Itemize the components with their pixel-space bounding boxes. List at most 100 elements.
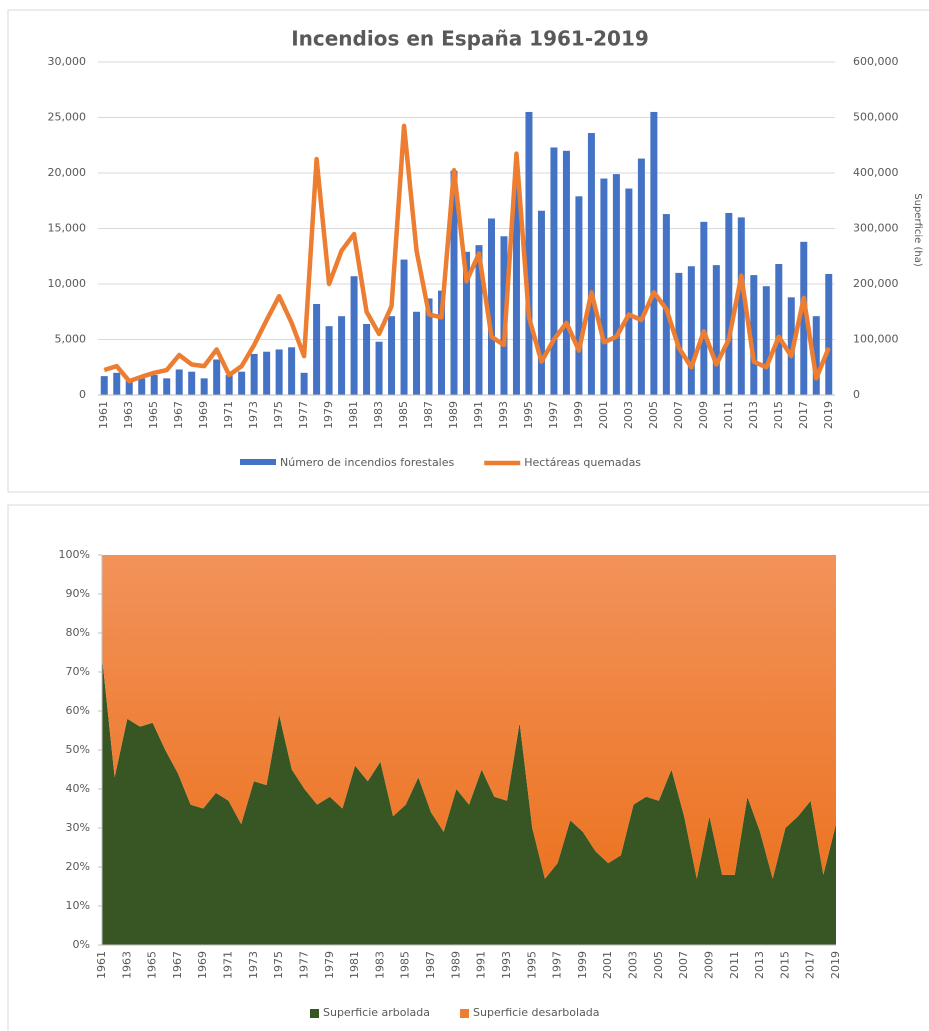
x-tick-label: 1973	[247, 951, 260, 979]
y2-tick-label: 200,000	[853, 277, 899, 290]
y-tick-label: 70%	[66, 665, 90, 678]
x-tick-label: 1999	[576, 951, 589, 979]
y-tick-label: 25,000	[48, 111, 87, 124]
x-tick-label: 2013	[747, 401, 760, 429]
bar	[650, 111, 658, 395]
x-tick-label: 1989	[449, 951, 462, 979]
bar	[425, 298, 433, 395]
legend-swatch	[240, 459, 276, 465]
bar	[238, 371, 246, 395]
x-tick-label: 2007	[677, 951, 690, 979]
legend-swatch	[460, 1009, 470, 1018]
bar	[363, 323, 371, 395]
x-tick-label: 2007	[672, 401, 685, 429]
x-tick-label: 2011	[722, 401, 735, 429]
legend-label: Hectáreas quemadas	[524, 456, 641, 469]
y-tick-label: 40%	[66, 782, 90, 795]
x-tick-label: 1983	[373, 951, 386, 979]
bar	[750, 275, 758, 395]
bar	[300, 372, 308, 395]
x-tick-label: 1961	[97, 401, 110, 429]
bar	[413, 311, 421, 395]
y-tick-label: 50%	[66, 743, 90, 756]
bar	[163, 378, 171, 395]
bar	[138, 378, 146, 395]
x-tick-label: 2013	[753, 951, 766, 979]
x-tick-label: 1967	[171, 951, 184, 979]
y-tick-label: 5,000	[55, 333, 87, 346]
x-tick-label: 1991	[475, 951, 488, 979]
x-tick-label: 1981	[347, 401, 360, 429]
legend-label: Número de incendios forestales	[280, 456, 455, 469]
x-tick-label: 2019	[829, 951, 842, 979]
x-tick-label: 2019	[822, 401, 835, 429]
x-tick-label: 2003	[622, 401, 635, 429]
y2-tick-label: 300,000	[853, 222, 899, 235]
bar	[562, 150, 570, 395]
x-tick-label: 1967	[172, 401, 185, 429]
y-tick-label: 100%	[59, 548, 90, 561]
bar	[762, 286, 770, 395]
x-tick-label: 1995	[522, 401, 535, 429]
x-tick-label: 2011	[728, 951, 741, 979]
bar	[587, 133, 595, 396]
bar	[550, 147, 558, 395]
bar	[150, 375, 158, 395]
x-tick-label: 1961	[95, 951, 108, 979]
x-tick-label: 1985	[399, 951, 412, 979]
bar	[325, 326, 333, 395]
y-tick-label: 90%	[66, 587, 90, 600]
bar	[263, 351, 271, 395]
area	[102, 656, 836, 945]
x-tick-label: 1995	[525, 951, 538, 979]
y-tick-label: 60%	[66, 704, 90, 717]
x-tick-label: 1975	[272, 401, 285, 429]
x-tick-label: 1979	[322, 401, 335, 429]
y2-tick-label: 400,000	[853, 166, 899, 179]
x-tick-label: 2003	[627, 951, 640, 979]
y-tick-label: 10,000	[48, 277, 87, 290]
x-tick-label: 1989	[447, 401, 460, 429]
x-tick-label: 2015	[778, 951, 791, 979]
bar	[825, 274, 833, 395]
bar	[225, 375, 233, 395]
bar	[662, 214, 670, 395]
chart-frame	[7, 9, 929, 493]
y-tick-label: 15,000	[48, 222, 87, 235]
area	[102, 555, 836, 879]
bar	[288, 347, 296, 395]
legend-label: Superficie desarbolada	[473, 1006, 600, 1019]
bar	[338, 316, 346, 395]
x-tick-label: 1963	[122, 401, 135, 429]
y2-tick-label: 500,000	[853, 111, 899, 124]
bar	[113, 372, 121, 395]
bar	[575, 196, 583, 395]
x-tick-label: 1969	[197, 401, 210, 429]
x-tick-label: 1997	[547, 401, 560, 429]
bar	[687, 266, 695, 395]
y2-axis-label: Superficie (ha)	[912, 193, 923, 267]
bar	[612, 174, 620, 395]
y-tick-label: 30,000	[48, 55, 87, 68]
x-tick-label: 1993	[497, 401, 510, 429]
bar	[463, 251, 470, 395]
bar	[125, 380, 133, 395]
bar	[525, 111, 533, 395]
bar	[100, 376, 108, 395]
y-tick-label: 20%	[66, 860, 90, 873]
x-tick-label: 1977	[297, 401, 310, 429]
bar	[475, 245, 483, 395]
x-tick-label: 2005	[647, 401, 660, 429]
bar	[400, 259, 408, 395]
y-tick-label: 80%	[66, 626, 90, 639]
bar	[637, 158, 645, 395]
bar	[487, 218, 495, 395]
x-tick-label: 1969	[196, 951, 209, 979]
bar	[388, 316, 396, 395]
x-tick-label: 1979	[323, 951, 336, 979]
x-tick-label: 2009	[702, 951, 715, 979]
x-tick-label: 1987	[424, 951, 437, 979]
x-tick-label: 1999	[572, 401, 585, 429]
y2-tick-label: 0	[853, 388, 860, 401]
